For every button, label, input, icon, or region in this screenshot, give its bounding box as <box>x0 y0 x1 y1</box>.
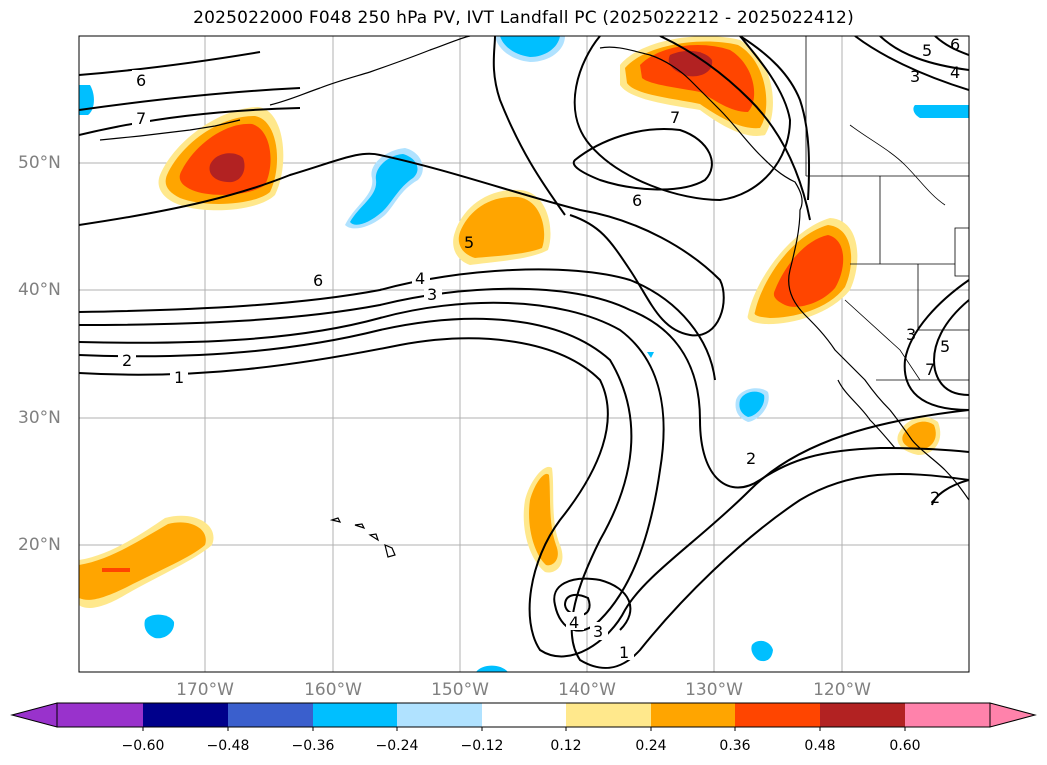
contour-label: 4 <box>569 613 579 632</box>
contour-label: 4 <box>415 269 425 288</box>
contour-label: 2 <box>122 351 132 370</box>
longitude-label: 130°W <box>685 680 743 700</box>
colorbar-tick-label: 0.60 <box>889 738 921 754</box>
colorbar-tick-label: 0.48 <box>804 738 836 754</box>
colorbar-tick-label: 0.12 <box>550 738 582 754</box>
longitude-label: 120°W <box>813 680 871 700</box>
map-title: 2025022000 F048 250 hPa PV, IVT Landfall… <box>193 8 854 28</box>
ivt-contours <box>79 36 969 670</box>
contour-label: 6 <box>950 35 960 54</box>
contour-label: 4 <box>950 63 960 82</box>
contour-label: 7 <box>670 108 680 127</box>
map-frame <box>78 35 970 673</box>
contour-label: 2 <box>930 488 940 507</box>
contour-label: 3 <box>427 285 437 304</box>
longitude-label: 160°W <box>304 680 362 700</box>
contour-label: 3 <box>593 622 603 641</box>
latitude-label: 30°N <box>18 408 61 428</box>
longitude-label: 150°W <box>431 680 489 700</box>
pv-negative-anomalies <box>79 36 969 672</box>
coastlines <box>99 36 969 558</box>
colorbar-tick-label: −0.48 <box>206 738 250 754</box>
colorbar-tick-label: 0.24 <box>635 738 667 754</box>
longitude-label: 140°W <box>558 680 616 700</box>
contour-label: 5 <box>940 337 950 356</box>
colorbar-tick-label: −0.60 <box>121 738 165 754</box>
latitude-label: 50°N <box>18 153 61 173</box>
contour-label-group: 6 7 6 4 3 5 2 1 6 5 4 3 6 7 2 4 3 <box>118 35 960 662</box>
contour-label: 5 <box>464 233 474 252</box>
contour-label: 7 <box>136 109 146 128</box>
colorbar-tick-label: 0.36 <box>719 738 751 754</box>
colorbar-tick-label: −0.12 <box>460 738 504 754</box>
contour-label: 1 <box>174 368 184 387</box>
contour-label: 5 <box>922 41 932 60</box>
longitude-label: 170°W <box>176 680 234 700</box>
colorbar <box>10 702 1037 731</box>
colorbar-tick-label: −0.36 <box>291 738 335 754</box>
contour-label: 6 <box>313 271 323 290</box>
contour-label: 6 <box>136 71 146 90</box>
latitude-label: 40°N <box>18 280 61 300</box>
map-layers: 6 7 6 4 3 5 2 1 6 5 4 3 6 7 2 4 3 <box>79 35 969 672</box>
contour-label: 6 <box>632 191 642 210</box>
colorbar-tick-label: −0.24 <box>375 738 419 754</box>
contour-label: 7 <box>925 360 935 379</box>
contour-label: 3 <box>906 325 916 344</box>
contour-label: 1 <box>619 643 629 662</box>
latitude-label: 20°N <box>18 535 61 555</box>
contour-label: 2 <box>746 449 756 468</box>
contour-label: 3 <box>910 67 920 86</box>
